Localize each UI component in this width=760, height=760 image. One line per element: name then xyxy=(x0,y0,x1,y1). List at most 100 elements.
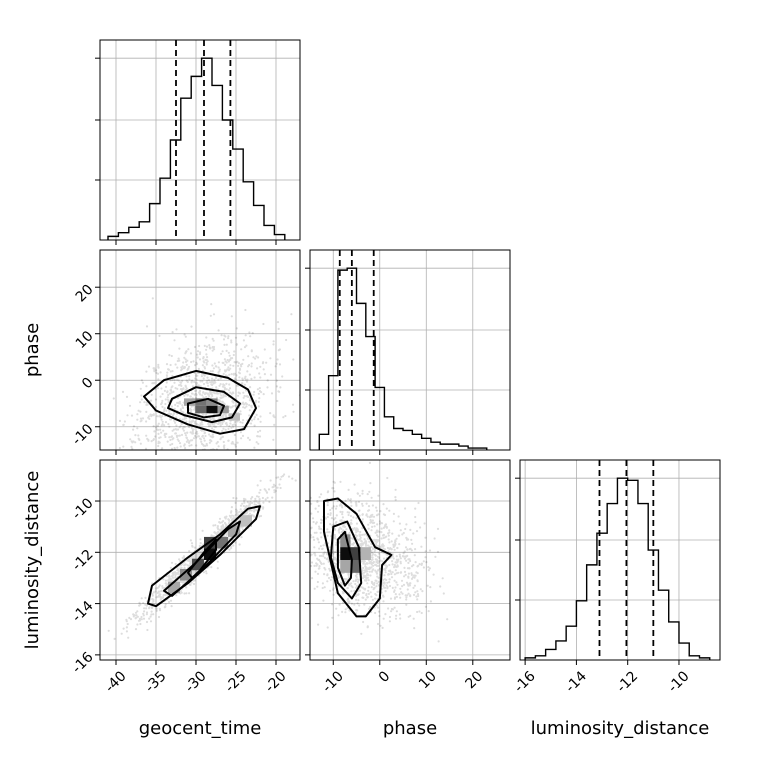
scatter-point xyxy=(223,388,227,391)
scatter-point xyxy=(189,395,192,398)
scatter-point xyxy=(200,452,202,454)
scatter-point xyxy=(316,563,319,566)
scatter-point xyxy=(223,446,226,450)
scatter-point xyxy=(184,335,187,338)
scatter-point xyxy=(407,575,410,578)
scatter-point xyxy=(238,367,241,370)
scatter-point xyxy=(405,555,408,558)
scatter-point xyxy=(189,410,193,413)
scatter-point xyxy=(393,596,397,599)
scatter-point xyxy=(366,493,369,496)
scatter-point xyxy=(172,571,175,574)
scatter-point xyxy=(279,519,281,521)
scatter-point xyxy=(159,436,162,439)
scatter-point xyxy=(319,521,323,525)
scatter-point xyxy=(405,523,408,526)
scatter-point xyxy=(436,550,440,553)
scatter-point xyxy=(385,507,388,510)
scatter-point xyxy=(401,555,404,558)
scatter-point xyxy=(194,555,197,558)
scatter-point xyxy=(218,517,222,520)
scatter-point xyxy=(180,390,184,393)
scatter-point xyxy=(373,538,376,542)
scatter-point xyxy=(366,562,369,565)
scatter-point xyxy=(180,366,183,369)
x-tick-label: -25 xyxy=(222,668,249,695)
scatter-point xyxy=(276,321,280,324)
scatter-point xyxy=(391,586,394,590)
scatter-point xyxy=(213,531,216,534)
scatter-point xyxy=(211,433,214,436)
scatter-point xyxy=(237,391,240,394)
scatter-point xyxy=(272,340,275,343)
scatter-point xyxy=(179,580,183,584)
scatter-point xyxy=(159,596,162,599)
scatter-point xyxy=(162,596,165,599)
scatter-point xyxy=(399,617,402,620)
scatter-point xyxy=(332,487,335,490)
scatter-point xyxy=(193,466,195,468)
scatter-point xyxy=(247,436,250,439)
scatter-point xyxy=(374,548,377,552)
scatter-point xyxy=(230,426,233,429)
scatter-point xyxy=(375,570,378,574)
scatter-point xyxy=(355,522,359,525)
scatter-point xyxy=(169,413,172,416)
scatter-point xyxy=(212,345,216,349)
scatter-point xyxy=(365,540,368,543)
scatter-point xyxy=(193,408,196,411)
scatter-point xyxy=(366,544,370,547)
scatter-point xyxy=(170,462,172,464)
scatter-point xyxy=(388,531,391,534)
scatter-point xyxy=(222,395,225,398)
scatter-point xyxy=(407,584,410,587)
scatter-point xyxy=(219,438,222,441)
scatter-point xyxy=(192,428,195,431)
scatter-point xyxy=(337,576,341,579)
scatter-point xyxy=(147,438,150,441)
scatter-point xyxy=(375,538,378,542)
scatter-point xyxy=(333,490,336,493)
scatter-point xyxy=(258,515,261,518)
scatter-point xyxy=(139,387,142,390)
scatter-point xyxy=(262,322,265,326)
scatter-point xyxy=(209,465,211,467)
scatter-point xyxy=(402,583,406,587)
scatter-point xyxy=(392,520,395,523)
scatter-point xyxy=(370,563,373,566)
scatter-point xyxy=(372,547,375,550)
scatter-point xyxy=(208,423,211,426)
scatter-point xyxy=(211,427,214,430)
scatter-point xyxy=(424,605,427,608)
scatter-point xyxy=(219,417,222,420)
scatter-point xyxy=(253,515,256,518)
scatter-point xyxy=(198,552,201,555)
scatter-point xyxy=(163,407,166,410)
scatter-point xyxy=(192,360,195,363)
scatter-point xyxy=(410,573,413,577)
scatter-point xyxy=(191,428,194,431)
scatter-point xyxy=(402,552,405,555)
scatter-point xyxy=(158,584,161,587)
scatter-point xyxy=(282,544,284,546)
scatter-point xyxy=(239,410,242,413)
scatter-point xyxy=(197,435,200,438)
scatter-point xyxy=(375,579,378,583)
scatter-point xyxy=(194,364,197,367)
scatter-point xyxy=(382,557,386,560)
scatter-point xyxy=(258,435,262,438)
scatter-point xyxy=(135,476,137,478)
scatter-point xyxy=(216,567,219,570)
scatter-point xyxy=(177,568,180,571)
scatter-point xyxy=(253,390,256,394)
scatter-point xyxy=(257,356,260,359)
scatter-point xyxy=(172,390,175,393)
scatter-point xyxy=(191,432,194,435)
scatter-point xyxy=(240,536,243,539)
scatter-point xyxy=(227,360,230,363)
scatter-point xyxy=(206,382,209,385)
scatter-point xyxy=(184,384,187,387)
scatter-point xyxy=(184,351,187,354)
scatter-point xyxy=(248,373,251,376)
scatter-point xyxy=(340,504,343,507)
